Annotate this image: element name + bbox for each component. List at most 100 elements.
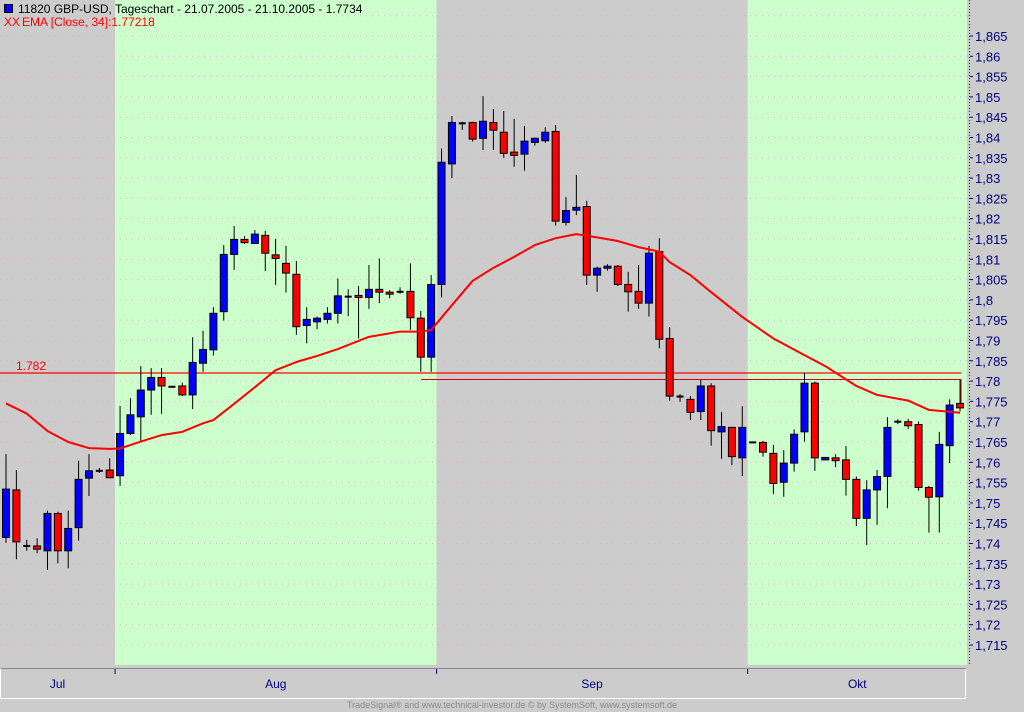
y-tick-label: 1,77 [975, 415, 1000, 430]
candle-body [935, 443, 944, 498]
candle [696, 379, 705, 421]
candle-body [364, 288, 373, 298]
candle-body [810, 382, 819, 459]
candle-body [43, 512, 52, 552]
candle-body [12, 489, 21, 543]
y-tick-label: 1,74 [975, 537, 1000, 552]
candle [23, 539, 31, 551]
candle [810, 381, 819, 471]
candle [593, 266, 602, 292]
candle-body [105, 469, 114, 479]
y-tick-label: 1,795 [975, 313, 1008, 328]
y-tick-label: 1,825 [975, 191, 1008, 206]
candle [862, 480, 871, 546]
candle-body [489, 121, 498, 131]
candle [354, 286, 363, 339]
candle [64, 510, 73, 569]
y-tick-label: 1,84 [975, 131, 1000, 146]
candle [364, 264, 373, 309]
candle-body [416, 317, 425, 358]
candle [43, 510, 52, 570]
candle [530, 137, 539, 146]
series-square-icon [4, 4, 13, 13]
candle-body [292, 273, 301, 328]
candle [489, 109, 498, 151]
candle [219, 245, 228, 321]
y-tick-label: 1,76 [975, 455, 1000, 470]
candle-body [613, 265, 622, 285]
candle-body [147, 376, 156, 391]
candle-body [84, 470, 93, 479]
candle-body [64, 527, 73, 552]
candle [904, 418, 913, 430]
candle-body [841, 459, 850, 480]
candle-body [240, 238, 249, 244]
candle-body [696, 385, 705, 413]
x-month-label: Sep [581, 677, 603, 691]
candle [74, 460, 83, 541]
y-tick-label: 1,755 [975, 476, 1008, 491]
candle-body [468, 121, 477, 140]
candle [385, 290, 394, 299]
candle-body [199, 348, 208, 364]
candle [126, 398, 135, 436]
candle [499, 111, 508, 158]
candle [95, 467, 103, 473]
y-tick-label: 1,835 [975, 151, 1008, 166]
candle [157, 368, 166, 414]
candle [821, 456, 830, 461]
y-tick-label: 1,85 [975, 90, 1000, 105]
y-tick-label: 1,83 [975, 171, 1000, 186]
y-tick-label: 1,775 [975, 394, 1008, 409]
candle-body [126, 414, 135, 434]
candle [707, 383, 716, 446]
ema-line [5, 233, 961, 450]
candle-body [655, 251, 664, 340]
candle [12, 470, 21, 560]
candle-body [572, 206, 581, 211]
candle [53, 511, 62, 564]
candle [749, 441, 757, 444]
candle-body [302, 318, 311, 326]
candle [416, 310, 425, 372]
candle-body [178, 385, 187, 396]
copyright-footer: TradeSignal® and www.technical-investor.… [346, 700, 678, 710]
candle [956, 379, 965, 412]
candle [406, 263, 415, 330]
chart-title: 11820 GBP-USD, Tageschart - 21.07.2005 -… [4, 2, 362, 16]
candle [551, 124, 560, 226]
month-band [115, 0, 437, 665]
candle [344, 289, 352, 317]
y-tick-label: 1,82 [975, 212, 1000, 227]
candle-body [800, 382, 809, 433]
month-band [0, 0, 116, 665]
y-tick-label: 1,81 [975, 252, 1000, 267]
candle [147, 368, 156, 415]
candle-body [956, 402, 965, 409]
candle [894, 419, 902, 425]
candle [168, 385, 176, 388]
x-month-label: Okt [848, 677, 867, 691]
x-month-label: Jul [50, 677, 65, 691]
symbol-line: 11820 GBP-USD, Tageschart - 21.07.2005 -… [18, 2, 363, 16]
candle-body [686, 398, 695, 413]
candle [769, 444, 778, 494]
candle [250, 230, 259, 244]
candle [437, 148, 446, 298]
candle [945, 399, 954, 464]
candle [738, 406, 747, 477]
candle-body [593, 267, 602, 276]
candle [313, 316, 322, 330]
candle [790, 429, 799, 472]
candle [281, 245, 290, 293]
y-tick-label: 1,805 [975, 273, 1008, 288]
indicator-marker-icon: XX [4, 15, 21, 29]
candle-body [219, 253, 228, 313]
candle [634, 264, 643, 309]
candle-body [530, 137, 539, 143]
candle-body [945, 404, 954, 447]
candle [727, 426, 736, 466]
candle-body [479, 120, 488, 139]
candle-body [852, 478, 861, 519]
